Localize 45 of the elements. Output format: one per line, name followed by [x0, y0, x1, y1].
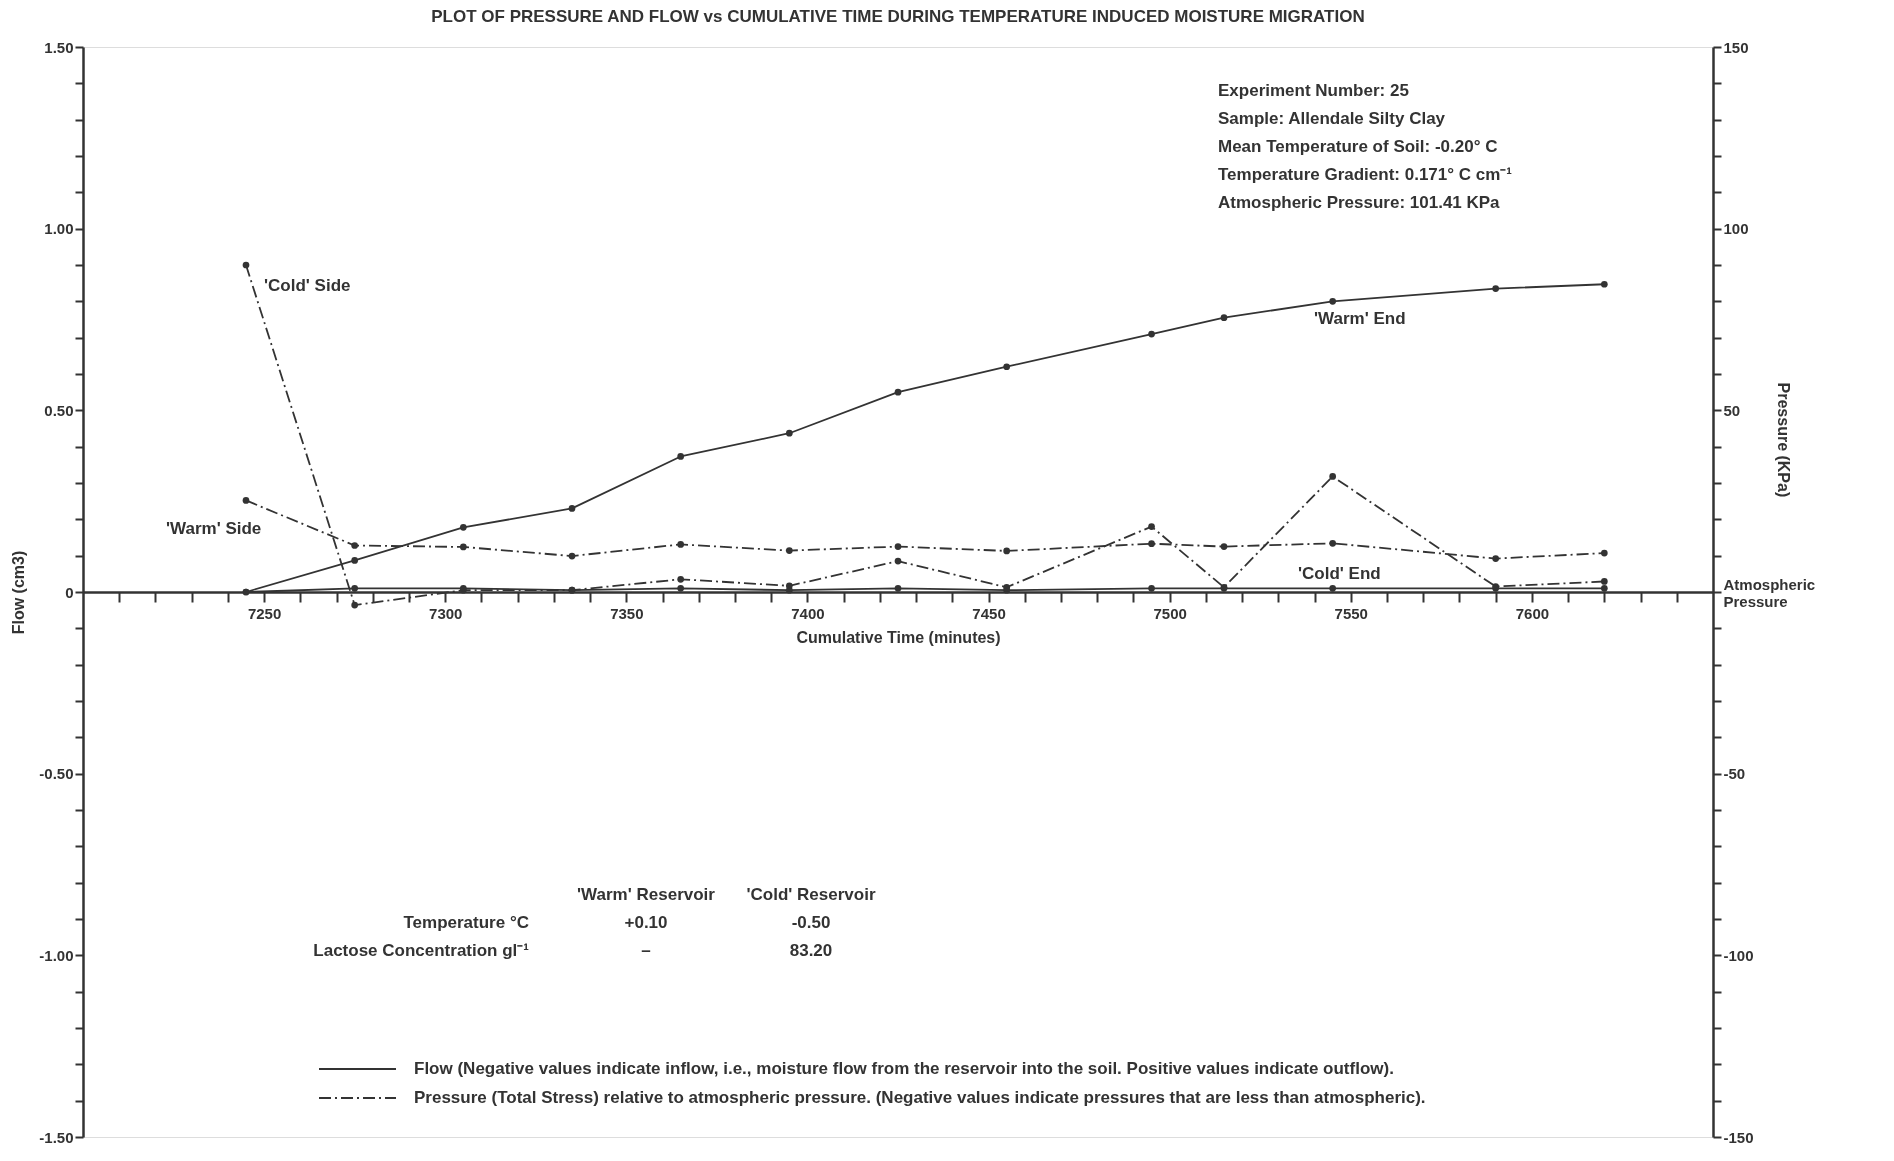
- y2-tick-label: Atmospheric Pressure: [1723, 575, 1816, 610]
- y-tick-label: 0.50: [44, 401, 74, 419]
- x-tick-label: 7400: [791, 604, 825, 622]
- x-tick-label: 7350: [610, 604, 644, 622]
- annotation: Mean Temperature of Soil: -0.20° C: [1218, 137, 1498, 156]
- x-tick-label: 7550: [1334, 604, 1368, 622]
- y-tick-label: 0: [65, 583, 74, 601]
- annotation: Experiment Number: 25: [1218, 81, 1409, 100]
- annotation: Sample: Allendale Silty Clay: [1218, 109, 1446, 128]
- y-tick-label: -1.50: [39, 1128, 74, 1146]
- annotation: +0.10: [624, 913, 668, 932]
- y-axis-title: Flow (cm3): [10, 550, 28, 635]
- annotation: Flow (Negative values indicate inflow, i.e., moisture flow from the reservoir into the soil. Positive values indicate outflow).: [414, 1059, 1394, 1078]
- y2-tick-label: 100: [1723, 220, 1749, 238]
- x-tick-label: 7500: [1153, 604, 1187, 622]
- y-tick-label: -1.00: [39, 946, 74, 964]
- annotation: Temperature Gradient: 0.171° C cm⁻¹: [1218, 165, 1513, 184]
- y2-tick-label: 50: [1723, 401, 1741, 419]
- chart-title: PLOT OF PRESSURE AND FLOW vs CUMULATIVE TIME DURING TEMPERATURE INDUCED MOISTURE MIGRATION: [431, 7, 1365, 26]
- annotation: Temperature °C: [403, 913, 529, 932]
- series-label: 'Cold' Side: [264, 276, 351, 295]
- series-label: 'Cold' End: [1298, 564, 1381, 583]
- x-tick-label: 7300: [429, 604, 463, 622]
- y2-tick-label: -50: [1723, 765, 1746, 783]
- x-tick-label: 7600: [1515, 604, 1550, 622]
- x-tick-label: 7450: [972, 604, 1006, 622]
- y2-tick-label: -100: [1723, 946, 1754, 964]
- x-axis-title: Cumulative Time (minutes): [796, 628, 1001, 646]
- y2-tick-label: -150: [1723, 1128, 1754, 1146]
- annotation: 83.20: [789, 941, 833, 960]
- series-label: 'Warm' End: [1314, 309, 1406, 328]
- annotation: –: [641, 941, 651, 960]
- annotation: -0.50: [791, 913, 831, 932]
- y-tick-label: -0.50: [39, 765, 74, 783]
- y-tick-label: 1.50: [44, 38, 74, 56]
- x-tick-label: 7250: [247, 604, 282, 622]
- annotation: 'Cold' Reservoir: [746, 885, 876, 904]
- annotation: 'Warm' Reservoir: [577, 885, 716, 904]
- y-tick-label: 1.00: [44, 220, 74, 238]
- series-label: 'Warm' Side: [166, 519, 262, 538]
- annotation: Lactose Concentration gl⁻¹: [313, 941, 530, 960]
- annotation: Pressure (Total Stress) relative to atmospheric pressure. (Negative values indicate pressures that are less than atmospheric).: [414, 1088, 1426, 1107]
- annotation: Atmospheric Pressure: 101.41 KPa: [1218, 193, 1501, 212]
- y2-axis-title: Pressure (KPa): [1775, 382, 1793, 498]
- y2-tick-label: 150: [1723, 38, 1749, 56]
